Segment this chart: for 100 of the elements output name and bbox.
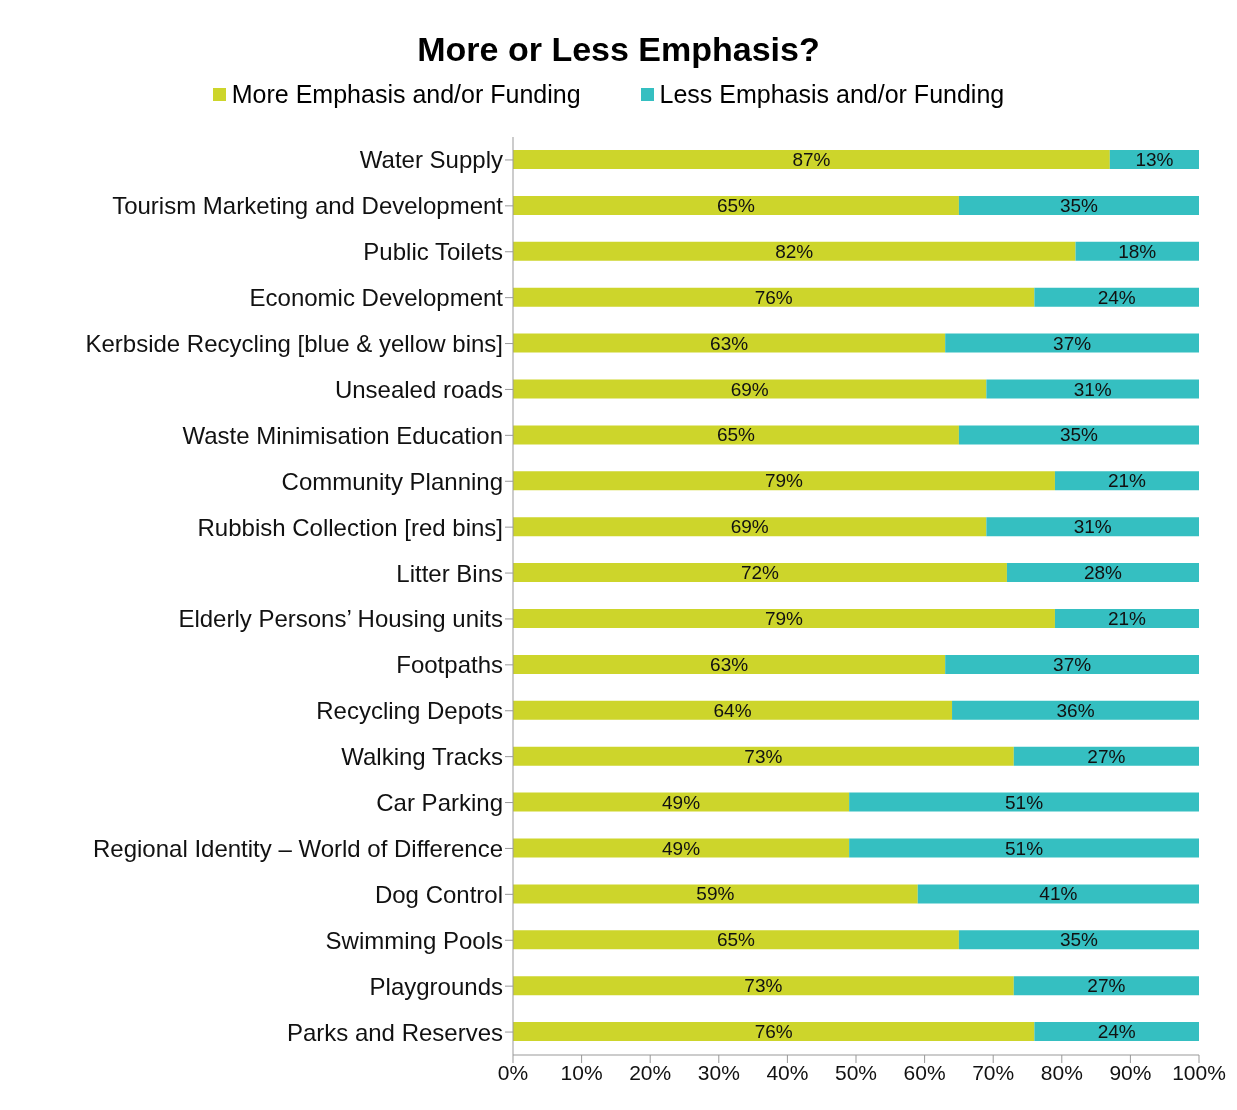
x-tick-label: 90% [1109,1060,1152,1084]
data-label: 31% [1073,378,1112,400]
data-label: 35% [1059,194,1099,216]
y-tick-label: Kerbside Recycling [blue & yellow bins] [85,330,503,358]
bar [513,241,1076,261]
data-label: 49% [662,837,701,859]
data-label: 76% [754,286,793,308]
bar [513,1022,1035,1042]
data-label: 37% [1053,332,1092,354]
x-tick-label: 10% [560,1060,603,1084]
x-tick-label: 80% [1040,1060,1083,1084]
y-tick-label: Footpaths [396,651,503,679]
y-tick-label: Unsealed roads [334,375,503,403]
data-label: 65% [716,424,756,446]
y-tick-label: Tourism Marketing and Development [112,192,504,220]
bar [945,654,1199,674]
data-label: 64% [713,699,752,721]
data-label: 79% [764,470,804,492]
data-label: 36% [1056,699,1095,721]
y-tick-label: Rubbish Collection [red bins] [197,513,503,541]
y-tick-label: Walking Tracks [341,743,503,771]
bar [849,792,1199,812]
bar [1054,609,1199,628]
bar [513,746,1014,766]
data-label: 76% [754,1021,793,1043]
data-label: 35% [1059,929,1099,951]
x-tick-label: 60% [903,1060,946,1084]
data-label: 37% [1053,653,1092,675]
bar [513,654,946,674]
bar [1006,563,1199,583]
bar [513,792,850,812]
bar [986,517,1199,537]
bar [917,884,1199,904]
data-label: 59% [696,883,735,905]
data-label: 69% [730,378,769,400]
data-label: 41% [1039,883,1078,905]
bar [849,838,1199,858]
y-tick-label: Economic Development [249,284,504,312]
bar [513,930,959,950]
bar [1034,287,1199,307]
y-tick-label: Community Planning [281,467,503,495]
data-label: 69% [730,516,769,538]
bar [1013,976,1199,996]
y-tick-label: Water Supply [359,146,503,174]
data-label: 49% [662,791,701,813]
data-label: 21% [1107,470,1147,492]
bar [513,838,850,858]
y-tick-label: Playgrounds [369,972,503,1000]
bar [1034,1022,1199,1042]
bar [945,333,1199,353]
bar [513,471,1055,491]
data-label: 51% [1005,791,1044,813]
y-tick-label: Parks and Reserves [286,1018,503,1046]
y-tick-label: Regional Identity – World of Difference [92,834,503,862]
y-tick-label: Swimming Pools [325,926,503,954]
bar [513,287,1035,307]
x-tick-label: 100% [1172,1060,1226,1084]
x-tick-label: 30% [697,1060,740,1084]
bar [986,379,1199,399]
data-label: 24% [1097,286,1136,308]
data-label: 73% [744,975,783,997]
data-label: 65% [716,929,756,951]
bar [958,930,1199,950]
bar [513,425,959,445]
x-tick-label: 0% [497,1060,529,1084]
x-tick-label: 70% [972,1060,1015,1084]
y-tick-label: Recycling Depots [316,697,503,725]
data-label: 31% [1073,516,1112,538]
bar [513,150,1110,169]
data-label: 65% [716,194,756,216]
bar [513,700,953,720]
y-tick-label: Elderly Persons’ Housing units [178,605,503,633]
data-label: 24% [1097,1021,1136,1043]
y-tick-label: Waste Minimisation Education [182,421,503,449]
data-label: 73% [744,745,783,767]
data-label: 35% [1059,424,1099,446]
y-tick-label: Public Toilets [363,238,503,266]
bar [1054,471,1199,491]
bar [958,195,1199,215]
bar [513,884,918,904]
x-tick-label: 40% [766,1060,809,1084]
data-label: 63% [710,332,749,354]
data-label: 72% [740,562,780,584]
data-label: 63% [710,653,749,675]
data-label: 18% [1118,240,1157,262]
legend-label: Less Emphasis and/or Funding [659,80,1005,109]
data-label: 82% [775,240,814,262]
data-label: 21% [1107,608,1147,629]
bar [513,976,1014,996]
bar [513,333,946,353]
data-label: 28% [1083,562,1123,584]
bar [513,517,987,537]
bar [958,425,1199,445]
x-tick-label: 20% [629,1060,672,1084]
bar [513,379,987,399]
bar [513,195,959,215]
chart-title: More or Less Emphasis? [416,29,821,70]
data-label: 27% [1087,745,1126,767]
data-label: 51% [1005,837,1044,859]
bar [513,563,1007,583]
